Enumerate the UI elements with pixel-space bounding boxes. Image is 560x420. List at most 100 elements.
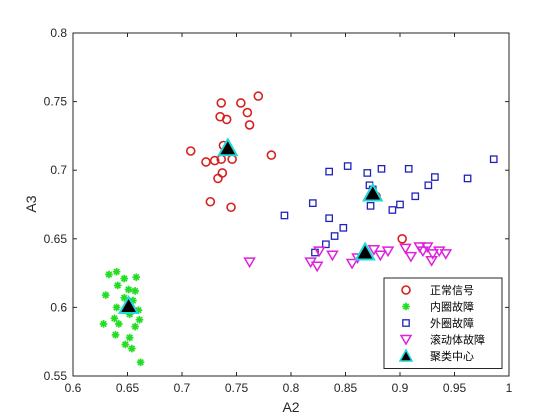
data-point <box>397 234 407 244</box>
data-point <box>308 199 317 207</box>
x-axis-label: A2 <box>282 399 299 415</box>
data-point <box>112 303 121 312</box>
data-point <box>209 155 220 166</box>
data-point <box>221 114 232 125</box>
data-point <box>113 281 122 290</box>
data-point <box>404 251 418 263</box>
x-tick-label: 0.75 <box>225 381 249 395</box>
data-point <box>136 358 145 367</box>
y-tick-label: 0.8 <box>50 26 67 40</box>
data-point <box>201 157 211 167</box>
x-tick-label: 0.7 <box>174 381 191 395</box>
legend-label: 外圈故障 <box>430 316 474 330</box>
x-tick-label: 0.95 <box>443 381 467 395</box>
series-4 <box>117 137 384 315</box>
y-axis-ticks: 0.55 0.6 0.65 0.7 0.75 0.8 <box>44 26 509 383</box>
data-point <box>310 261 324 273</box>
data-point <box>111 331 120 339</box>
data-point <box>105 270 113 279</box>
legend-label: 聚类中心 <box>430 349 474 363</box>
data-point <box>425 256 438 267</box>
data-point <box>374 250 387 262</box>
data-point <box>339 223 348 232</box>
data-point <box>99 320 108 328</box>
data-point <box>367 245 381 256</box>
data-point <box>280 211 289 220</box>
data-point <box>131 322 139 331</box>
data-point <box>377 164 386 173</box>
data-point <box>424 181 433 190</box>
legend-marker <box>398 348 414 362</box>
data-point <box>463 174 472 183</box>
legend-marker <box>401 285 411 295</box>
data-point <box>124 285 133 294</box>
data-point <box>313 246 326 258</box>
y-tick-label: 0.75 <box>44 95 68 109</box>
data-point <box>322 240 330 249</box>
data-point <box>112 267 121 276</box>
data-point <box>242 107 253 118</box>
data-point <box>216 98 227 108</box>
data-point <box>121 340 130 349</box>
data-point <box>426 249 440 260</box>
plot-frame <box>72 32 510 377</box>
legend-label: 滚动体故障 <box>430 333 485 347</box>
y-tick-label: 0.6 <box>50 300 67 314</box>
data-point <box>396 200 404 209</box>
data-point <box>325 214 334 223</box>
data-point <box>117 294 140 315</box>
y-axis-label: A3 <box>23 195 39 212</box>
data-point <box>366 202 375 210</box>
data-point <box>243 257 256 269</box>
data-point <box>404 164 413 173</box>
data-point <box>330 232 339 240</box>
data-points <box>99 91 498 367</box>
data-point <box>420 242 434 254</box>
data-point <box>381 246 395 258</box>
data-point <box>244 120 255 130</box>
data-point <box>131 287 139 295</box>
data-point <box>343 162 352 170</box>
y-tick-label: 0.55 <box>44 369 68 383</box>
data-point <box>110 314 119 323</box>
x-tick-label: 0.6 <box>65 381 82 395</box>
data-point <box>439 249 453 260</box>
x-tick-label: 0.9 <box>392 381 409 395</box>
data-point <box>120 274 129 283</box>
legend-label: 正常信号 <box>430 284 474 297</box>
data-point <box>217 137 239 157</box>
legend-marker <box>399 334 413 346</box>
data-point <box>489 155 498 164</box>
x-tick-label: 0.85 <box>334 381 358 395</box>
data-point <box>431 173 439 181</box>
y-tick-label: 0.65 <box>44 232 68 246</box>
legend-marker <box>402 302 410 311</box>
data-point <box>325 167 334 176</box>
data-point <box>416 246 430 258</box>
data-point <box>185 146 196 156</box>
x-tick-label: 0.65 <box>116 381 140 395</box>
data-point <box>205 196 216 207</box>
series-0 <box>185 91 407 244</box>
data-point <box>253 91 264 101</box>
legend-label: 内圈故障 <box>430 300 474 314</box>
data-point <box>399 243 412 255</box>
x-tick-label: 1 <box>506 381 513 395</box>
data-point <box>128 344 136 353</box>
legend-marker <box>402 319 410 327</box>
data-point <box>326 250 339 262</box>
data-point <box>354 241 376 261</box>
data-point <box>362 182 384 202</box>
data-point <box>266 150 277 160</box>
x-axis-ticks: 0.6 0.65 0.7 0.75 0.8 0.85 0.9 0.95 1 <box>65 33 513 395</box>
y-tick-label: 0.7 <box>50 163 67 177</box>
data-point <box>135 315 144 324</box>
data-point <box>388 206 397 214</box>
data-point <box>226 202 236 213</box>
data-point <box>213 173 223 184</box>
data-point <box>114 320 123 328</box>
data-point <box>125 333 134 342</box>
data-point <box>236 98 246 108</box>
data-point <box>363 169 372 177</box>
